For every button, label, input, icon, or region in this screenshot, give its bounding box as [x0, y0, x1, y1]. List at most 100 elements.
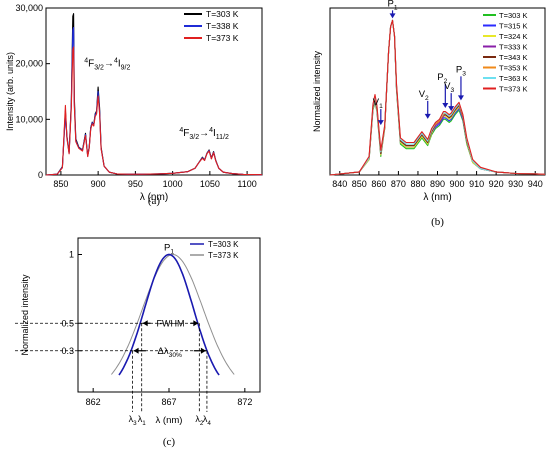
panel-c-marker-label-1-part: 1: [142, 420, 146, 427]
panel-b-x-tick-label: 940: [528, 179, 543, 189]
panel-a-annotation-1-part: →: [104, 58, 114, 69]
panel-a-x-tick-label: 1050: [200, 179, 220, 189]
panel-c-marker-label-3: λ4: [203, 414, 212, 427]
panel-a-annotation-1-part: 3/2: [94, 64, 104, 71]
panel-b-x-tick-label: 840: [332, 179, 347, 189]
panel-b-x-tick-label: 850: [352, 179, 367, 189]
panel-c-marker-label-2: λ2: [195, 414, 204, 427]
panel-a-annotation-1-part: 4: [84, 57, 88, 64]
panel-c-marker-label-2-part: 2: [200, 420, 204, 427]
panel-c-legend-label: T=303 K: [208, 240, 239, 249]
panel-c-delta-head-left: [133, 347, 139, 354]
panel-c-series-line: [118, 253, 220, 376]
panel-b-x-tick-label: 880: [410, 179, 425, 189]
panel-a-annotation-1-part: I: [118, 58, 121, 69]
panel-c-series-line: [111, 254, 235, 375]
panel-a-x-tick-label: 850: [53, 179, 68, 189]
panel-a-annotation-2-part: 4: [209, 127, 213, 134]
panel-a-annotation-2-part: 11/2: [216, 134, 229, 141]
panel-a-annotation-2: 4F3/2→4I11/2: [179, 127, 229, 141]
panel-a-y-tick-label: 0: [38, 170, 43, 180]
panel-b-legend-label: T=333 K: [499, 43, 528, 52]
panel-b-arrow-P1-head: [389, 13, 396, 19]
panel-b-series-line: [329, 19, 546, 176]
panel-c-delta-head-right: [200, 347, 206, 354]
panel-c-x-tick-label: 862: [86, 397, 101, 407]
panel-c-marker-label-1-part: λ: [138, 414, 143, 424]
panel-c-delta-label-part: 30%: [169, 352, 182, 359]
panel-b-annotation-V1-part: V: [373, 97, 380, 108]
panel-a-legend-label: T=338 K: [206, 21, 239, 31]
panel-c-delta-label-part: Δλ: [158, 346, 169, 357]
panel-a-annotation-2-part: 3/2: [189, 134, 199, 141]
panel-b-arrow-V1-head: [377, 120, 384, 126]
panel-a-annotation-1: 4F3/2→4I9/2: [84, 57, 130, 71]
panel-b-x-tick-label: 900: [450, 179, 465, 189]
panel-c-marker-label-0-part: 3: [133, 420, 137, 427]
panel-a-x-tick-label: 1100: [237, 179, 256, 189]
panel-c-marker-label-1: λ1: [138, 414, 147, 427]
panel-b-annotation-P2-part: 2: [444, 78, 448, 85]
panel-a-annotation-2-part: I: [213, 128, 216, 139]
panel-a-legend-label: T=373 K: [206, 33, 239, 43]
panel-b-arrow-V3-head: [448, 106, 455, 112]
panel-a-x-tick-label: 950: [128, 179, 143, 189]
panel-a-annotation-1-part: 9/2: [121, 64, 131, 71]
panel-c-fwhm-head-left: [142, 320, 148, 327]
panel-c-peak-label: P1: [164, 243, 174, 256]
panel-a-y-label: Intensity (arb. units): [5, 52, 15, 131]
panel-b-annotation-V2-part: V: [419, 89, 426, 100]
panel-c-marker-label-0: λ3: [129, 414, 138, 427]
panel-b-x-tick-label: 860: [371, 179, 386, 189]
panel-b-caption: (b): [431, 216, 444, 228]
panel-b-annotation-V3-part: 3: [451, 87, 455, 94]
panel-b-annotation-P3: P3: [456, 64, 466, 77]
panel-b-x-tick-label: 930: [508, 179, 523, 189]
panel-b-annotation-P3-part: 3: [462, 70, 466, 77]
panel-b-annotation-V3: V3: [444, 81, 454, 94]
panel-c-x-tick-label: 867: [161, 397, 176, 407]
panel-a-x-label: λ (nm): [140, 192, 168, 203]
panel-b-arrow-P2-head: [442, 103, 449, 109]
panel-a-x-tick-label: 1000: [163, 179, 183, 189]
panel-b-x-label: λ (nm): [423, 192, 451, 203]
panel-c-peak-label-part: P: [164, 243, 170, 254]
panel-b-annotation-P1: P1: [388, 0, 398, 11]
panel-b-annotation-P3-part: P: [456, 64, 462, 75]
panel-b-annotation-P1-part: P: [388, 0, 394, 9]
panel-b-annotation-V2-part: 2: [425, 95, 429, 102]
panel-c-fwhm-label: FWHM: [157, 318, 185, 328]
panel-a-annotation-1-part: F: [88, 58, 94, 69]
panel-b-legend-label: T=363 K: [499, 74, 528, 83]
panel-b-legend-label: T=373 K: [499, 85, 528, 94]
panel-b-annotation-P1-part: 1: [394, 4, 398, 11]
panel-b-annotation-P2-part: P: [437, 72, 443, 83]
panel-b-legend-label: T=324 K: [499, 32, 528, 41]
panel-c-marker-label-3-part: 4: [207, 420, 211, 427]
panel-b-legend-label: T=303 K: [499, 11, 528, 20]
panel-b-y-label: Normalized intensity: [312, 50, 322, 132]
panel-a-y-tick-label: 10,000: [15, 114, 43, 124]
panel-b-annotation-V1-part: 1: [379, 103, 383, 110]
panel-a-y-tick-label: 30,000: [15, 3, 43, 13]
panel-a-annotation-2-part: →: [199, 128, 209, 139]
panel-b-annotation-P2: P2: [437, 72, 447, 85]
panel-b-arrow-P3-head: [457, 95, 464, 101]
panel-b-annotation-V2: V2: [419, 89, 429, 102]
panel-c-y-tick-label: 1: [69, 250, 74, 260]
panel-c-delta-label: Δλ30%: [158, 346, 182, 359]
panel-b-x-tick-label: 870: [391, 179, 406, 189]
panel-b-legend-label: T=343 K: [499, 53, 528, 62]
panel-c-marker-label-3-part: λ: [203, 414, 208, 424]
panel-c-marker-label-0-part: λ: [129, 414, 134, 424]
panel-a-annotation-1-part: 4: [114, 57, 118, 64]
panel-a-caption: (a): [148, 195, 161, 207]
panel-a-annotation-2-part: F: [183, 128, 189, 139]
panel-c-frame: [77, 237, 261, 393]
panel-c-peak-label-part: 1: [170, 249, 174, 256]
panel-c-x-label: λ (nm): [156, 415, 183, 426]
panel-b-x-tick-label: 920: [489, 179, 504, 189]
panel-c-legend-label: T=373 K: [208, 251, 239, 260]
panel-c-x-tick-label: 872: [237, 397, 252, 407]
